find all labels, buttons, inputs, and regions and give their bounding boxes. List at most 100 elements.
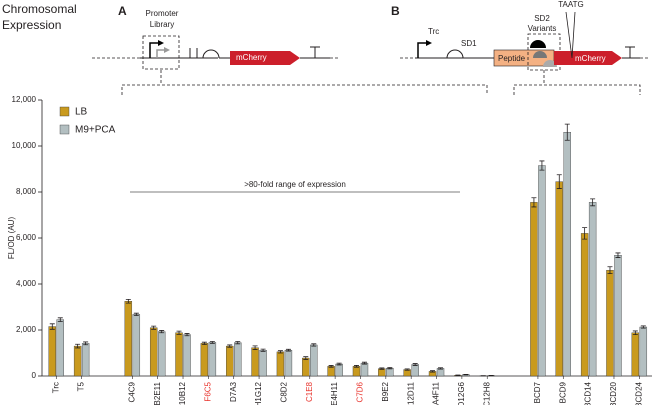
- error-bar: [57, 317, 63, 322]
- error-bar: [328, 365, 334, 368]
- x-tick-label: T5: [77, 381, 86, 391]
- connector: [121, 70, 488, 95]
- y-tick-label: 10,000: [12, 141, 37, 150]
- bar: [124, 301, 133, 377]
- error-bar: [387, 367, 393, 370]
- error-bar: [412, 363, 418, 366]
- connector: [513, 70, 641, 95]
- bar: [411, 364, 419, 377]
- bar: [588, 202, 597, 377]
- error-bar: [176, 330, 182, 335]
- bar: [352, 366, 361, 377]
- bar: [631, 332, 640, 377]
- bar: [580, 233, 589, 377]
- bar: [175, 332, 183, 377]
- error-bar: [404, 368, 410, 371]
- x-tick-label: D12G6: [457, 381, 466, 405]
- y-tick-label: 2,000: [16, 325, 37, 334]
- error-bar: [209, 341, 215, 344]
- diagram-label: Peptide: [498, 54, 526, 63]
- diagram-label: mCherry: [575, 54, 606, 63]
- x-tick-label: A4F11: [432, 381, 441, 405]
- error-bar: [184, 333, 190, 337]
- bar: [276, 351, 285, 377]
- x-tick-label: F10B12: [178, 381, 187, 405]
- range-annotation: >80-fold range of expression: [244, 180, 346, 189]
- bar: [335, 363, 343, 377]
- error-bar: [133, 312, 139, 316]
- error-bar: [49, 323, 55, 330]
- construct-b: [400, 11, 650, 71]
- error-bar: [438, 367, 444, 370]
- bar: [360, 362, 369, 377]
- x-tick-label: BCD7: [533, 381, 542, 403]
- error-bar: [531, 197, 537, 208]
- error-bar: [201, 341, 207, 345]
- bar: [530, 202, 538, 377]
- bar: [56, 319, 64, 377]
- error-bar: [285, 348, 291, 352]
- error-bar: [125, 299, 131, 304]
- bar: [132, 314, 141, 377]
- bar: [200, 343, 209, 377]
- x-tick-label: C1E8: [305, 381, 314, 402]
- error-bar: [590, 198, 596, 207]
- panel-label: B: [391, 4, 400, 18]
- bar: [614, 255, 622, 377]
- x-tick-label: H1G12: [254, 381, 263, 405]
- y-tick-label: 12,000: [12, 95, 37, 104]
- bar: [563, 131, 571, 377]
- error-bar: [430, 370, 436, 373]
- legend-label: M9+PCA: [75, 125, 116, 136]
- error-bar: [235, 341, 241, 345]
- diagram-label: TAATG: [558, 0, 583, 9]
- error-bar: [277, 350, 283, 354]
- x-tick-label: B9E2: [381, 381, 390, 401]
- bar: [48, 326, 56, 377]
- legend-swatch: [59, 124, 70, 135]
- diagram-label: Variants: [528, 24, 557, 33]
- error-bar: [640, 325, 646, 329]
- error-bar: [303, 356, 309, 360]
- error-bar: [539, 160, 545, 171]
- title-line: Chromosomal: [2, 2, 77, 16]
- diagram-label: Promoter: [146, 9, 179, 18]
- x-tick-label: BCD9: [558, 381, 567, 403]
- x-tick-label: C12H8: [482, 381, 491, 405]
- diagram-label: SD1: [461, 39, 477, 48]
- error-bar: [252, 345, 258, 350]
- x-tick-label: B12D11: [406, 381, 415, 405]
- bar: [251, 347, 259, 377]
- x-tick-label: E4H11: [330, 381, 339, 405]
- error-bar: [582, 227, 588, 240]
- error-bar: [615, 252, 621, 258]
- bar: [436, 368, 445, 377]
- diagram-label: SD2: [534, 14, 550, 23]
- x-tick-label: B2E11: [153, 381, 162, 405]
- bar: [378, 368, 386, 377]
- panel-label: A: [118, 4, 127, 18]
- x-tick-label: Trc: [51, 382, 60, 393]
- x-tick-label: F6C5: [203, 381, 212, 401]
- error-bar: [83, 341, 89, 346]
- error-bar: [353, 365, 359, 368]
- bar: [259, 350, 267, 377]
- bar: [284, 350, 293, 377]
- bar: [81, 343, 90, 377]
- error-bar: [361, 361, 367, 365]
- x-tick-label: BCD24: [634, 381, 643, 405]
- bar: [386, 367, 394, 377]
- y-axis-label: FL/OD (AU): [7, 217, 16, 260]
- error-bar: [379, 367, 385, 370]
- bar: [310, 344, 318, 377]
- bar: [157, 331, 166, 377]
- bar: [183, 334, 191, 377]
- bar: [234, 342, 242, 377]
- x-tick-label: C4C9: [127, 381, 136, 402]
- x-tick-label: BCD14: [584, 381, 593, 405]
- error-bar: [227, 344, 233, 348]
- x-tick-label: BCD20: [609, 381, 618, 405]
- bar: [327, 366, 335, 377]
- bar: [639, 326, 648, 377]
- bar: [538, 165, 546, 377]
